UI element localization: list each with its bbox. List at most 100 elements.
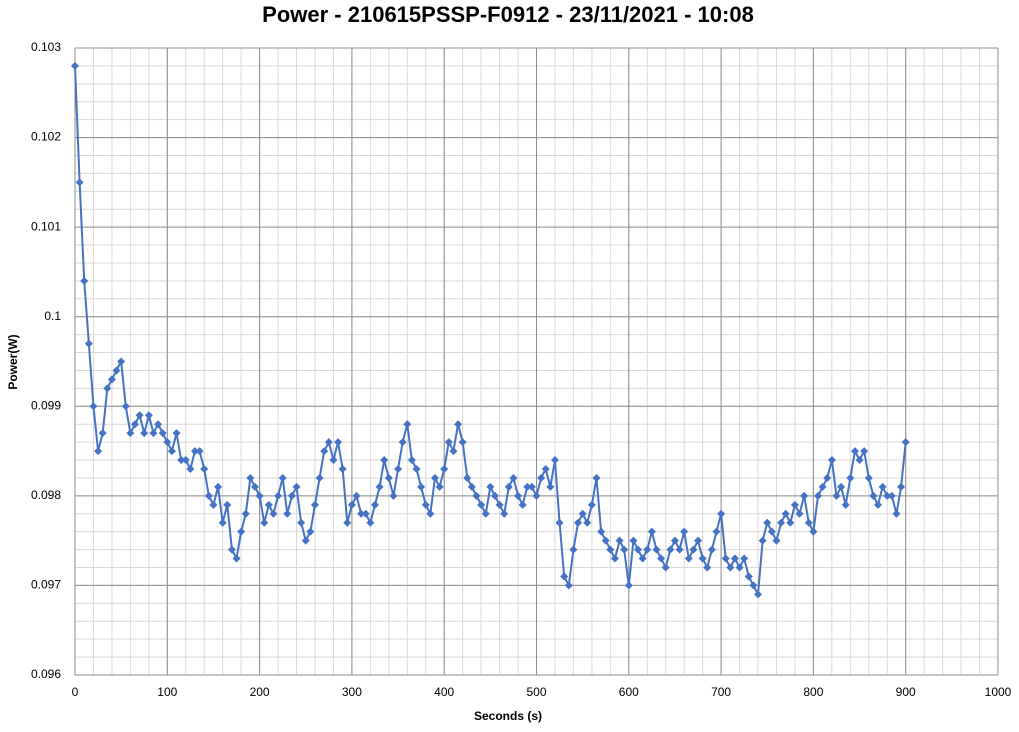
marker — [366, 518, 375, 527]
marker — [241, 509, 250, 518]
marker — [486, 482, 495, 491]
marker — [214, 482, 223, 491]
marker — [735, 563, 744, 572]
marker — [763, 518, 772, 527]
marker — [389, 491, 398, 500]
marker — [518, 500, 527, 509]
marker — [500, 509, 509, 518]
marker — [560, 572, 569, 581]
marker — [223, 500, 232, 509]
marker — [795, 509, 804, 518]
marker — [490, 491, 499, 500]
marker — [463, 473, 472, 482]
marker — [121, 402, 130, 411]
marker — [126, 429, 135, 438]
marker — [777, 518, 786, 527]
chart-title: Power - 210615PSSP-F0912 - 23/11/2021 - … — [262, 2, 754, 27]
x-tick-label: 900 — [896, 685, 916, 699]
marker — [698, 554, 707, 563]
marker — [597, 527, 606, 536]
marker — [564, 581, 573, 590]
marker — [569, 545, 578, 554]
marker — [347, 500, 356, 509]
marker — [680, 527, 689, 536]
marker — [458, 438, 467, 447]
marker — [435, 482, 444, 491]
marker — [283, 509, 292, 518]
y-tick-label: 0.1 — [44, 309, 61, 323]
marker — [495, 500, 504, 509]
y-tick-label: 0.098 — [31, 488, 61, 502]
marker — [647, 527, 656, 536]
marker — [403, 420, 412, 429]
marker — [287, 491, 296, 500]
marker — [740, 554, 749, 563]
x-tick-label: 400 — [434, 685, 454, 699]
y-tick-label: 0.096 — [31, 667, 61, 681]
marker — [504, 482, 513, 491]
marker — [615, 536, 624, 545]
marker — [601, 536, 610, 545]
marker — [440, 464, 449, 473]
marker — [892, 509, 901, 518]
marker — [140, 429, 149, 438]
marker — [80, 276, 89, 285]
series-line — [74, 65, 907, 598]
marker — [412, 464, 421, 473]
marker — [324, 438, 333, 447]
marker — [301, 536, 310, 545]
marker — [532, 491, 541, 500]
marker — [578, 509, 587, 518]
y-tick-label: 0.103 — [31, 40, 61, 54]
marker — [721, 554, 730, 563]
marker — [592, 473, 601, 482]
marker — [315, 473, 324, 482]
marker — [334, 438, 343, 447]
marker — [158, 429, 167, 438]
marker — [130, 420, 139, 429]
marker — [297, 518, 306, 527]
marker — [694, 536, 703, 545]
x-tick-label: 300 — [342, 685, 362, 699]
marker — [292, 482, 301, 491]
marker — [163, 438, 172, 447]
marker — [804, 518, 813, 527]
marker — [730, 554, 739, 563]
marker — [394, 464, 403, 473]
marker — [357, 509, 366, 518]
marker — [338, 464, 347, 473]
marker — [703, 563, 712, 572]
marker — [527, 482, 536, 491]
x-tick-label: 100 — [157, 685, 177, 699]
marker — [689, 545, 698, 554]
marker — [449, 447, 458, 456]
marker — [901, 438, 910, 447]
marker — [541, 464, 550, 473]
marker — [310, 500, 319, 509]
y-tick-label: 0.102 — [31, 130, 61, 144]
marker — [758, 536, 767, 545]
marker — [809, 527, 818, 536]
marker — [712, 527, 721, 536]
marker — [370, 500, 379, 509]
marker — [620, 545, 629, 554]
marker — [823, 473, 832, 482]
marker — [343, 518, 352, 527]
x-tick-label: 0 — [72, 685, 79, 699]
y-tick-label: 0.101 — [31, 219, 61, 233]
marker — [818, 482, 827, 491]
marker — [606, 545, 615, 554]
marker — [227, 545, 236, 554]
marker — [855, 456, 864, 465]
marker — [546, 482, 555, 491]
marker — [837, 482, 846, 491]
marker — [624, 581, 633, 590]
marker — [218, 518, 227, 527]
marker — [583, 518, 592, 527]
marker — [814, 491, 823, 500]
marker — [375, 482, 384, 491]
marker — [610, 554, 619, 563]
marker — [481, 509, 490, 518]
marker — [550, 456, 559, 465]
marker — [84, 339, 93, 348]
